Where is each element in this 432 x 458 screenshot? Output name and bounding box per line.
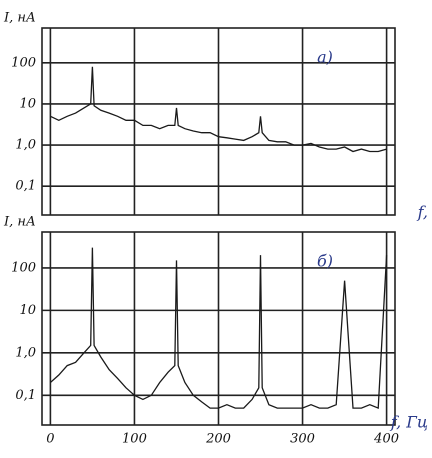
x-tick-label: 300	[290, 432, 315, 447]
y-tick-label: 0,1	[15, 388, 36, 403]
y-tick-label: 100	[11, 55, 36, 70]
y-tick-label: 10	[19, 96, 36, 111]
y-tick-label: 0,1	[15, 179, 36, 194]
x-tick-label: 400	[373, 432, 399, 447]
x-axis-label: f,	[417, 203, 428, 222]
x-axis-label: f, Гц	[390, 413, 428, 432]
y-tick-label: 100	[11, 260, 36, 275]
spectrum-line	[50, 66, 387, 153]
y-tick-label: 1,0	[15, 345, 36, 360]
x-tick-label: 100	[122, 432, 147, 447]
y-axis-label: I, нА	[3, 215, 36, 230]
y-tick-label: 10	[19, 303, 36, 318]
y-tick-label: 1,0	[15, 138, 36, 153]
x-tick-label: 200	[205, 432, 231, 447]
y-axis-label: I, нА	[3, 11, 36, 26]
spectrum-line	[49, 247, 388, 410]
panel-label: б)	[317, 252, 333, 271]
x-tick-label: 0	[46, 432, 54, 447]
panel-label: а)	[317, 48, 333, 67]
